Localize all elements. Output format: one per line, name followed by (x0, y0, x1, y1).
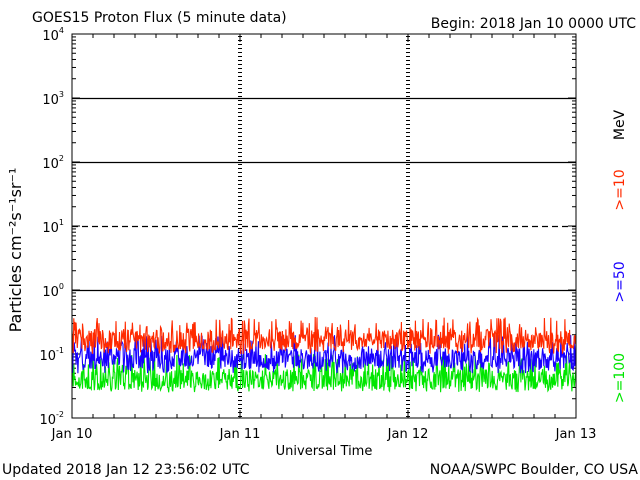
y-tick-label: 10-1 (39, 346, 64, 364)
x-tick-label: Jan 13 (555, 427, 597, 442)
y-tick-label: 103 (42, 90, 64, 108)
chart-title: GOES15 Proton Flux (5 minute data) (32, 10, 287, 26)
series-label-ge10: >=10 (612, 169, 628, 210)
credit: NOAA/SWPC Boulder, CO USA (430, 462, 639, 478)
series-line-ge100 (71, 354, 577, 393)
y-tick-labels: 10-2 10-1 100 101 102 103 104 (39, 26, 64, 428)
y-tick-label: 101 (42, 218, 64, 236)
y-tick-label: 100 (42, 282, 64, 300)
plot-frame (71, 33, 577, 419)
x-tick-label: Jan 12 (387, 427, 429, 442)
series-label-ge50: >=50 (612, 261, 628, 302)
x-tick-labels: Jan 10 Jan 11 Jan 12 Jan 13 (51, 427, 597, 442)
series-line-ge10 (71, 316, 577, 355)
y-tick-label: 10-2 (39, 410, 64, 428)
series-line-ge50 (71, 333, 577, 374)
y-axis-label: Particles cm⁻²s⁻¹sr⁻¹ (6, 168, 25, 333)
x-axis-label: Universal Time (276, 444, 373, 459)
series-group (71, 316, 577, 393)
series-label-ge100: >=100 (612, 353, 628, 403)
x-tick-label: Jan 10 (51, 427, 93, 442)
x-tick-label: Jan 11 (219, 427, 261, 442)
y-tick-label: 104 (42, 26, 64, 44)
begin-time: Begin: 2018 Jan 10 0000 UTC (431, 16, 636, 32)
reference-lines (72, 97, 576, 292)
unit-label: MeV (612, 109, 628, 140)
updated-time: Updated 2018 Jan 12 23:56:02 UTC (2, 462, 250, 478)
y-tick-label: 102 (42, 154, 64, 172)
